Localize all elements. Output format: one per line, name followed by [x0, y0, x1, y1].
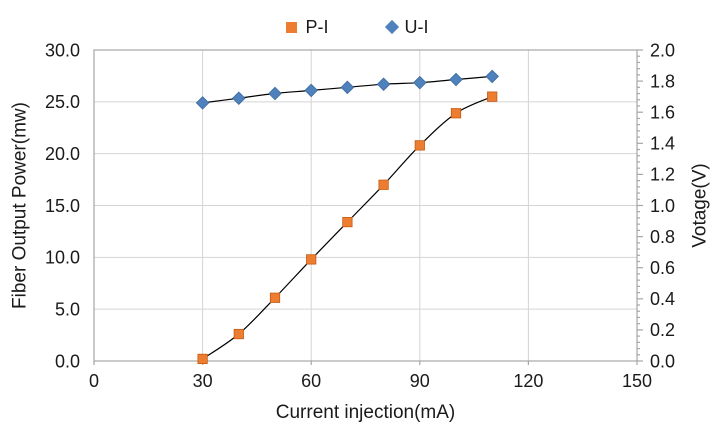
- series-line: [202, 96, 493, 360]
- y-left-tick-label: 20.0: [45, 144, 80, 164]
- data-point-square: [197, 353, 208, 365]
- y-right-tick-label: 0.8: [650, 227, 675, 247]
- square-marker-icon: [286, 21, 298, 33]
- y-right-tick-label: 1.8: [650, 71, 675, 91]
- data-point-diamond: [268, 86, 282, 101]
- y-right-tick-label: 0.6: [650, 258, 675, 278]
- y-right-tick-label: 0.0: [650, 351, 675, 371]
- legend-label-ui: U-I: [404, 17, 429, 37]
- x-tick-label: 120: [513, 371, 543, 391]
- legend-item-ui: U-I: [384, 17, 429, 37]
- series-u-i: [195, 69, 499, 110]
- x-tick-label: 150: [622, 371, 652, 391]
- x-tick-label: 0: [89, 371, 99, 391]
- y-left-tick-label: 5.0: [55, 299, 80, 319]
- data-point-diamond: [195, 96, 210, 110]
- diamond-marker-icon: [384, 19, 399, 35]
- y-right-tick-label: 1.4: [650, 134, 675, 154]
- y-left-tick-label: 30.0: [45, 40, 80, 60]
- series-p-i: [197, 91, 498, 365]
- y-right-tick-label: 1.6: [650, 103, 675, 123]
- y-right-tick-label: 1.0: [650, 196, 675, 216]
- y-left-tick-label: 0.0: [55, 351, 80, 371]
- y-left-tick-label: 10.0: [45, 248, 80, 268]
- y-right-tick-label: 2.0: [650, 40, 675, 60]
- data-point-diamond: [232, 91, 246, 105]
- data-point-diamond: [485, 69, 499, 84]
- axis-ticks: [93, 49, 643, 365]
- data-point-square: [233, 328, 244, 340]
- right-axis-title: Votage(V): [689, 163, 711, 248]
- y-left-tick-label: 15.0: [45, 196, 80, 216]
- x-tick-label: 60: [301, 371, 321, 391]
- data-point-square: [306, 254, 317, 265]
- data-point-diamond: [304, 83, 318, 98]
- x-axis-title: Current injection(mA): [275, 402, 456, 423]
- y-right-tick-label: 0.4: [650, 289, 675, 309]
- chart-legend: P-I U-I: [0, 14, 715, 40]
- data-point-diamond: [376, 77, 391, 91]
- data-point-diamond: [449, 72, 463, 87]
- left-axis-title: Fiber Output Power(mw): [9, 102, 31, 309]
- data-point-square: [378, 179, 389, 190]
- legend-item-pi: P-I: [286, 17, 329, 37]
- y-right-tick-label: 1.2: [650, 165, 675, 185]
- data-point-square: [269, 292, 281, 303]
- gridlines: [94, 50, 637, 361]
- x-tick-label: 30: [193, 371, 213, 391]
- data-point-square: [414, 140, 425, 151]
- data-point-square: [450, 108, 462, 119]
- x-tick-label: 90: [410, 371, 430, 391]
- data-point-diamond: [413, 75, 427, 90]
- data-point-diamond: [340, 80, 355, 95]
- y-left-tick-label: 25.0: [45, 92, 80, 112]
- data-point-square: [342, 216, 353, 228]
- data-point-square: [487, 91, 498, 102]
- legend-label-pi: P-I: [305, 17, 329, 37]
- y-right-tick-label: 0.2: [650, 320, 675, 340]
